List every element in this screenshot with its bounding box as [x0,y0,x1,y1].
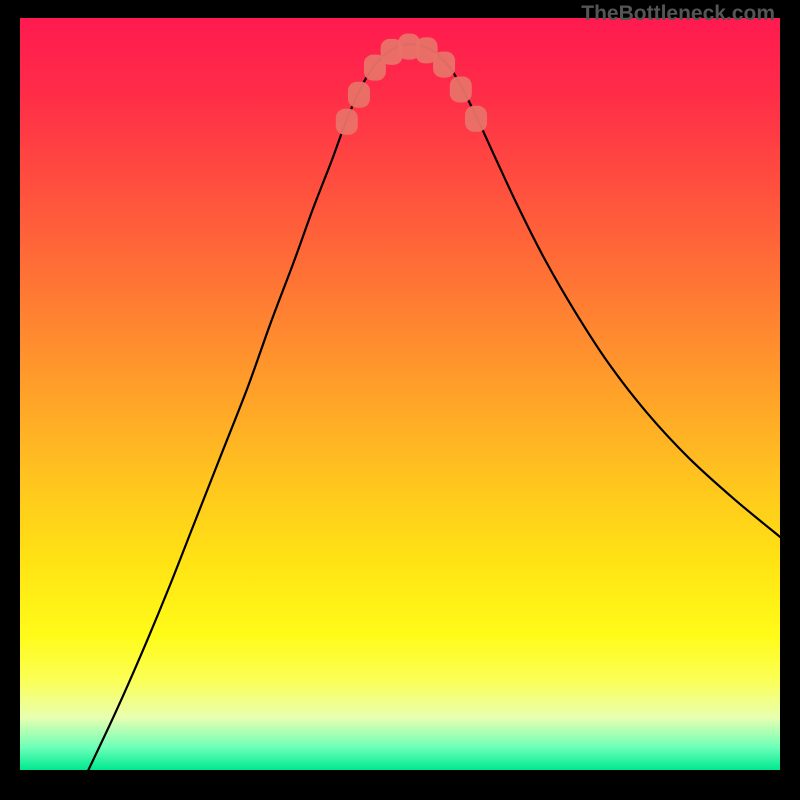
marker-group [336,34,487,135]
bottleneck-curve [88,44,780,770]
curve-marker [450,76,472,102]
plot-area [20,18,780,770]
curve-layer [20,18,780,770]
curve-marker [465,106,487,132]
curve-marker [348,82,370,108]
chart-container: TheBottleneck.com [0,0,800,800]
curve-marker [433,52,455,78]
curve-marker [336,109,358,135]
